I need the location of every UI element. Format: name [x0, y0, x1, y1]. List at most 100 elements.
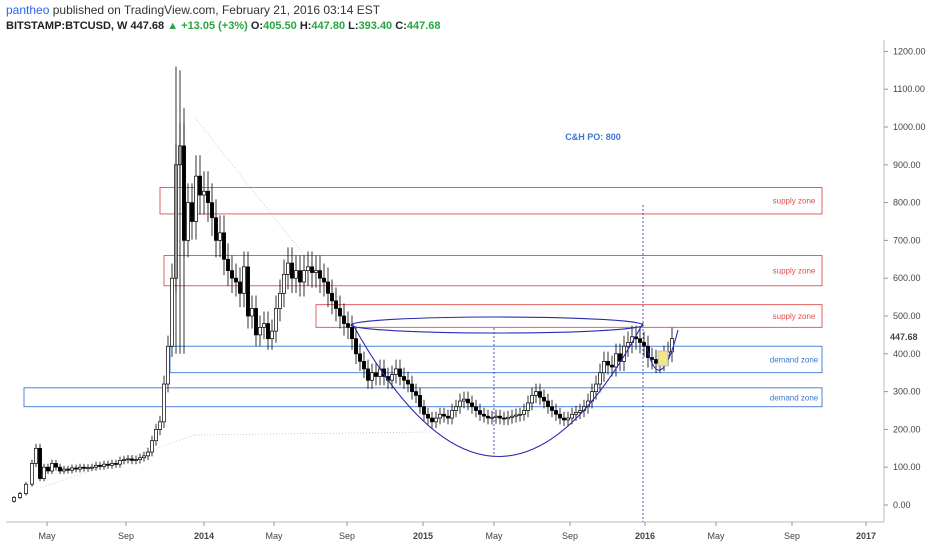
- candle-body: [558, 413, 562, 419]
- candle-body: [510, 415, 514, 418]
- candle-body: [330, 292, 334, 302]
- price-tick-label: 500.00: [893, 311, 921, 321]
- price-axis[interactable]: 1200.00 1100.00 1000.00 900.00 800.00 700.00 6…: [884, 46, 926, 510]
- candle-body: [534, 391, 538, 396]
- candle-body: [474, 406, 478, 411]
- candle-body: [126, 458, 130, 461]
- candle-body: [102, 463, 106, 467]
- candle-body: [350, 326, 354, 340]
- candle-body: [494, 415, 498, 418]
- candle-body: [46, 466, 50, 472]
- candle-body: [638, 338, 642, 343]
- price-tick-label: 1100.00: [893, 84, 925, 94]
- handle-highlight-box: [657, 350, 669, 367]
- time-tick-label: 2016: [635, 531, 655, 541]
- candle-body: [38, 447, 42, 479]
- candle-body: [618, 353, 622, 362]
- candle-body: [570, 413, 574, 419]
- candle-body: [202, 190, 206, 196]
- candle-body: [158, 421, 162, 430]
- candle-body: [326, 281, 330, 294]
- price-tick-label: 1000.00: [893, 122, 926, 132]
- candle-body: [138, 457, 142, 460]
- trendline-lower: [39, 434, 196, 489]
- open-value: 405.50: [263, 20, 297, 32]
- candle-body: [466, 398, 470, 404]
- candle-body: [450, 410, 454, 419]
- published-text: published on TradingView.com, February 2…: [52, 3, 381, 17]
- candle-body: [74, 467, 78, 470]
- candle-body: [454, 406, 458, 411]
- candle-body: [414, 391, 418, 396]
- candle-body: [298, 270, 302, 283]
- last-price-tag: [886, 331, 930, 343]
- time-tick-label: Sep: [784, 531, 800, 541]
- candle-body: [314, 270, 318, 273]
- candle-body: [86, 467, 90, 469]
- candle-body: [470, 402, 474, 408]
- candle-body: [366, 368, 370, 381]
- candle-body: [642, 342, 646, 347]
- candle-body: [246, 266, 250, 317]
- candle-body: [318, 270, 322, 279]
- candle-body: [254, 308, 258, 336]
- time-tick-label: 2017: [856, 531, 876, 541]
- candle-body: [154, 429, 158, 442]
- candle-body: [306, 266, 310, 271]
- candle-body: [434, 417, 438, 423]
- candle-body: [210, 202, 214, 219]
- price-tick-label: 300.00: [893, 387, 921, 397]
- candle-body: [530, 395, 534, 404]
- last-price-label: 447.68: [890, 332, 918, 342]
- candle-body: [626, 342, 630, 347]
- zone-box: [169, 345, 823, 374]
- time-axis[interactable]: May Sep 2014 May Sep 2015 May Sep 2016 May Sep 2017: [38, 522, 876, 541]
- time-tick-label: May: [265, 531, 283, 541]
- price-tick-label: 100.00: [893, 462, 921, 472]
- time-tick-label: Sep: [339, 531, 355, 541]
- handle-arc: [646, 329, 679, 371]
- candle-body: [518, 413, 522, 416]
- price-tick-label: 0.00: [893, 500, 911, 510]
- candle-body: [522, 410, 526, 415]
- candle-body: [170, 277, 174, 347]
- time-tick-label: May: [38, 531, 56, 541]
- candle-body: [526, 402, 530, 411]
- time-tick-label: May: [485, 531, 503, 541]
- price-tick-label: 700.00: [893, 235, 921, 245]
- candle-body: [550, 406, 554, 411]
- candle-body: [18, 493, 22, 498]
- cup-arc: [351, 322, 644, 457]
- candle-body: [134, 459, 138, 461]
- price-tick-label: 900.00: [893, 160, 921, 170]
- candle-body: [106, 463, 110, 466]
- candle-body: [82, 466, 86, 469]
- candle-body: [118, 460, 122, 465]
- candle-body: [282, 274, 286, 294]
- candle-body: [250, 308, 254, 317]
- candle-body: [598, 372, 602, 385]
- candle-body: [478, 410, 482, 415]
- close-value: 447.68: [406, 20, 441, 32]
- time-tick-label: Sep: [562, 531, 578, 541]
- candle-body: [346, 323, 350, 328]
- candle-body: [546, 400, 550, 408]
- candle-body: [218, 232, 222, 241]
- candle-body: [310, 266, 314, 273]
- candle-body: [654, 359, 658, 364]
- candle-body: [358, 353, 362, 362]
- candle-body: [594, 383, 598, 392]
- author-link[interactable]: pantheo: [6, 3, 50, 17]
- candle-body: [514, 414, 518, 417]
- zone-box: [159, 187, 823, 215]
- symbol-info: BITSTAMP:BTCUSD, W 447.68 ▲ +13.05 (+3%)…: [6, 20, 441, 32]
- candle-body: [394, 368, 398, 375]
- candle-body: [110, 463, 114, 466]
- candle-body: [130, 458, 134, 461]
- candle-body: [150, 440, 154, 453]
- candle-body: [70, 467, 74, 471]
- zone-box: [315, 304, 823, 328]
- zone-label: demand zone: [770, 393, 819, 402]
- candle-body: [226, 258, 230, 271]
